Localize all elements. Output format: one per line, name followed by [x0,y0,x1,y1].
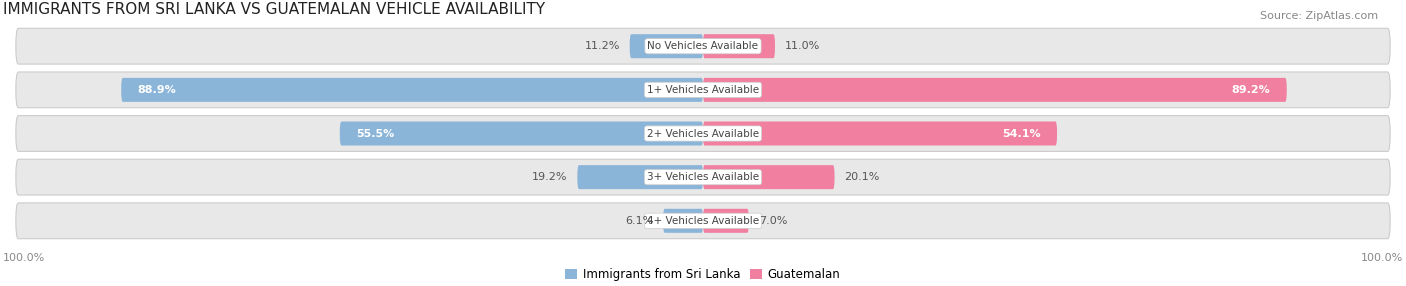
Text: 19.2%: 19.2% [531,172,568,182]
Text: 11.2%: 11.2% [585,41,620,51]
Text: 100.0%: 100.0% [1361,253,1403,263]
Text: IMMIGRANTS FROM SRI LANKA VS GUATEMALAN VEHICLE AVAILABILITY: IMMIGRANTS FROM SRI LANKA VS GUATEMALAN … [3,2,546,17]
Text: No Vehicles Available: No Vehicles Available [648,41,758,51]
Text: Source: ZipAtlas.com: Source: ZipAtlas.com [1260,11,1378,21]
Text: 4+ Vehicles Available: 4+ Vehicles Available [647,216,759,226]
FancyBboxPatch shape [15,72,1391,108]
Text: 1+ Vehicles Available: 1+ Vehicles Available [647,85,759,95]
Text: 2+ Vehicles Available: 2+ Vehicles Available [647,128,759,138]
FancyBboxPatch shape [703,78,1286,102]
FancyBboxPatch shape [15,28,1391,64]
Text: 89.2%: 89.2% [1232,85,1271,95]
Text: 11.0%: 11.0% [785,41,820,51]
FancyBboxPatch shape [703,34,775,58]
Text: 6.1%: 6.1% [626,216,654,226]
Text: 55.5%: 55.5% [356,128,395,138]
FancyBboxPatch shape [630,34,703,58]
FancyBboxPatch shape [15,116,1391,151]
FancyBboxPatch shape [703,122,1057,146]
FancyBboxPatch shape [703,165,835,189]
FancyBboxPatch shape [578,165,703,189]
Text: 88.9%: 88.9% [138,85,176,95]
Text: 7.0%: 7.0% [759,216,787,226]
FancyBboxPatch shape [664,209,703,233]
FancyBboxPatch shape [15,159,1391,195]
FancyBboxPatch shape [703,209,749,233]
Text: 3+ Vehicles Available: 3+ Vehicles Available [647,172,759,182]
Text: 54.1%: 54.1% [1002,128,1040,138]
FancyBboxPatch shape [340,122,703,146]
FancyBboxPatch shape [121,78,703,102]
Legend: Immigrants from Sri Lanka, Guatemalan: Immigrants from Sri Lanka, Guatemalan [561,263,845,286]
Text: 100.0%: 100.0% [3,253,45,263]
Text: 20.1%: 20.1% [845,172,880,182]
FancyBboxPatch shape [15,203,1391,239]
